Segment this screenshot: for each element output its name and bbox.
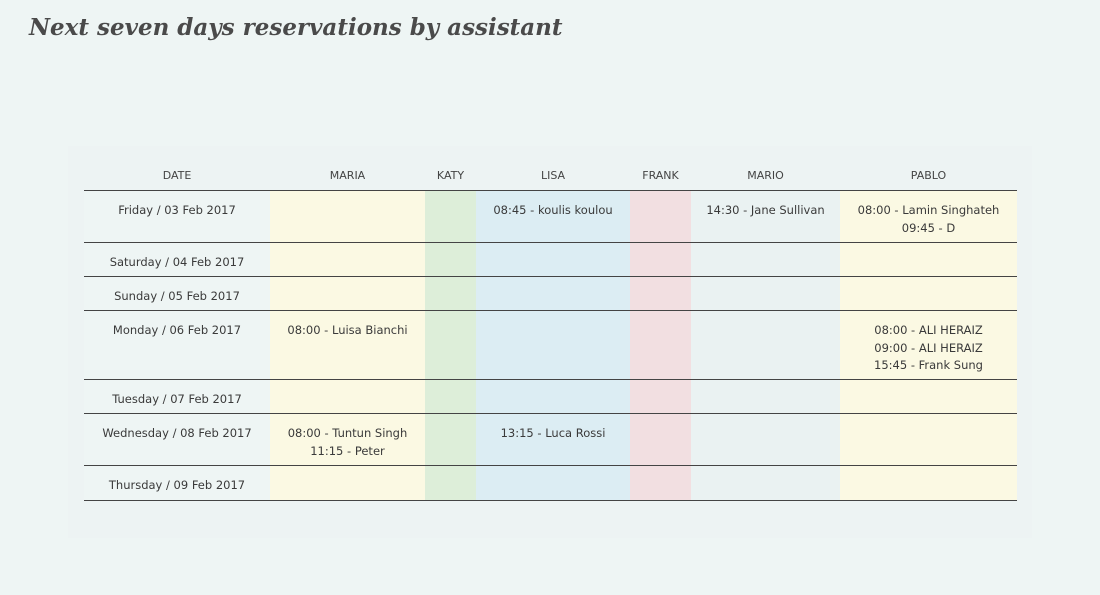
reservation-cell-pablo [840,465,1017,501]
reservation-cell-pablo: 08:00 - Lamin Singhateh 09:45 - D [840,190,1017,243]
reservation-entry[interactable]: 14:30 - Jane Sullivan [706,203,825,217]
reservation-cell-katy [425,465,476,501]
date-cell: Friday / 03 Feb 2017 [84,190,270,243]
reservation-cell-katy [425,379,476,414]
reservation-entry[interactable]: 08:00 - Lamin Singhateh [857,203,1000,217]
reservation-cell-maria [270,242,425,277]
reservation-cell-pablo [840,242,1017,277]
reservation-cell-maria [270,379,425,414]
table-row: Monday / 06 Feb 2017 08:00 - Luisa Bianch… [84,310,1017,380]
reservation-cell-lisa [476,379,630,414]
reservation-entry[interactable]: 08:00 - ALI HERAIZ [874,323,983,337]
reservation-cell-maria [270,276,425,311]
date-cell: Wednesday / 08 Feb 2017 [84,413,270,466]
date-cell: Monday / 06 Feb 2017 [84,310,270,380]
reservation-cell-lisa [476,276,630,311]
reservation-cell-mario: 14:30 - Jane Sullivan [691,190,840,243]
page-title: Next seven days reservations by assistan… [29,14,563,41]
reservation-cell-lisa [476,310,630,380]
reservation-cell-frank [630,276,691,311]
reservation-cell-mario [691,242,840,277]
reservation-cell-pablo [840,413,1017,466]
column-header-frank: FRANK [630,161,691,191]
reservations-table: DATE MARIA KATY LISA FRANK MARIO PABLO F… [84,161,1017,501]
reservation-entry[interactable]: 09:45 - D [901,220,956,235]
table-row: Saturday / 04 Feb 2017 [84,242,1017,277]
reservation-cell-pablo: 08:00 - ALI HERAIZ 09:00 - ALI HERAIZ 15:4… [840,310,1017,380]
reservation-entry[interactable]: 08:00 - Tuntun Singh [287,426,408,440]
reservation-cell-mario [691,465,840,501]
reservation-cell-maria: 08:00 - Luisa Bianchi [270,310,425,380]
reservation-entry[interactable]: 09:00 - ALI HERAIZ [874,340,983,355]
reservation-cell-mario [691,276,840,311]
reservation-cell-katy [425,276,476,311]
reservation-cell-frank [630,465,691,501]
reservation-entry[interactable]: 08:00 - Luisa Bianchi [287,323,408,337]
reservation-cell-mario [691,310,840,380]
reservation-cell-pablo [840,276,1017,311]
table-body: Friday / 03 Feb 2017 08:45 - koulis koulo… [84,190,1017,501]
reservation-cell-katy [425,190,476,243]
reservation-cell-maria [270,465,425,501]
table-row: Tuesday / 07 Feb 2017 [84,379,1017,414]
column-header-katy: KATY [425,161,476,191]
column-header-pablo: PABLO [840,161,1017,191]
reservation-cell-frank [630,310,691,380]
table-row: Wednesday / 08 Feb 2017 08:00 - Tuntun Si… [84,413,1017,466]
date-cell: Thursday / 09 Feb 2017 [84,465,270,501]
reservation-cell-frank [630,190,691,243]
reservation-cell-mario [691,413,840,466]
reservation-cell-lisa [476,242,630,277]
column-header-date: DATE [84,161,270,191]
reservation-entry[interactable]: 13:15 - Luca Rossi [500,426,606,440]
reservation-cell-katy [425,310,476,380]
reservation-cell-lisa: 13:15 - Luca Rossi [476,413,630,466]
table-row: Sunday / 05 Feb 2017 [84,276,1017,311]
reservation-cell-pablo [840,379,1017,414]
reservation-cell-maria: 08:00 - Tuntun Singh 11:15 - Peter [270,413,425,466]
reservation-cell-frank [630,379,691,414]
column-header-mario: MARIO [691,161,840,191]
date-cell: Sunday / 05 Feb 2017 [84,276,270,311]
reservation-cell-maria [270,190,425,243]
column-header-maria: MARIA [270,161,425,191]
reservation-cell-lisa: 08:45 - koulis koulou [476,190,630,243]
column-header-lisa: LISA [476,161,630,191]
table-row: Thursday / 09 Feb 2017 [84,465,1017,501]
header-row: DATE MARIA KATY LISA FRANK MARIO PABLO [84,161,1017,191]
reservation-cell-lisa [476,465,630,501]
date-cell: Tuesday / 07 Feb 2017 [84,379,270,414]
reservation-cell-frank [630,413,691,466]
reservation-entry[interactable]: 15:45 - Frank Sung [874,358,983,372]
table-row: Friday / 03 Feb 2017 08:45 - koulis koulo… [84,190,1017,243]
reservation-cell-frank [630,242,691,277]
reservation-entry[interactable]: 11:15 - Peter [310,443,385,458]
date-cell: Saturday / 04 Feb 2017 [84,242,270,277]
reservation-entry[interactable]: 08:45 - koulis koulou [493,203,613,217]
reservation-cell-katy [425,413,476,466]
reservation-cell-mario [691,379,840,414]
reservation-cell-katy [425,242,476,277]
